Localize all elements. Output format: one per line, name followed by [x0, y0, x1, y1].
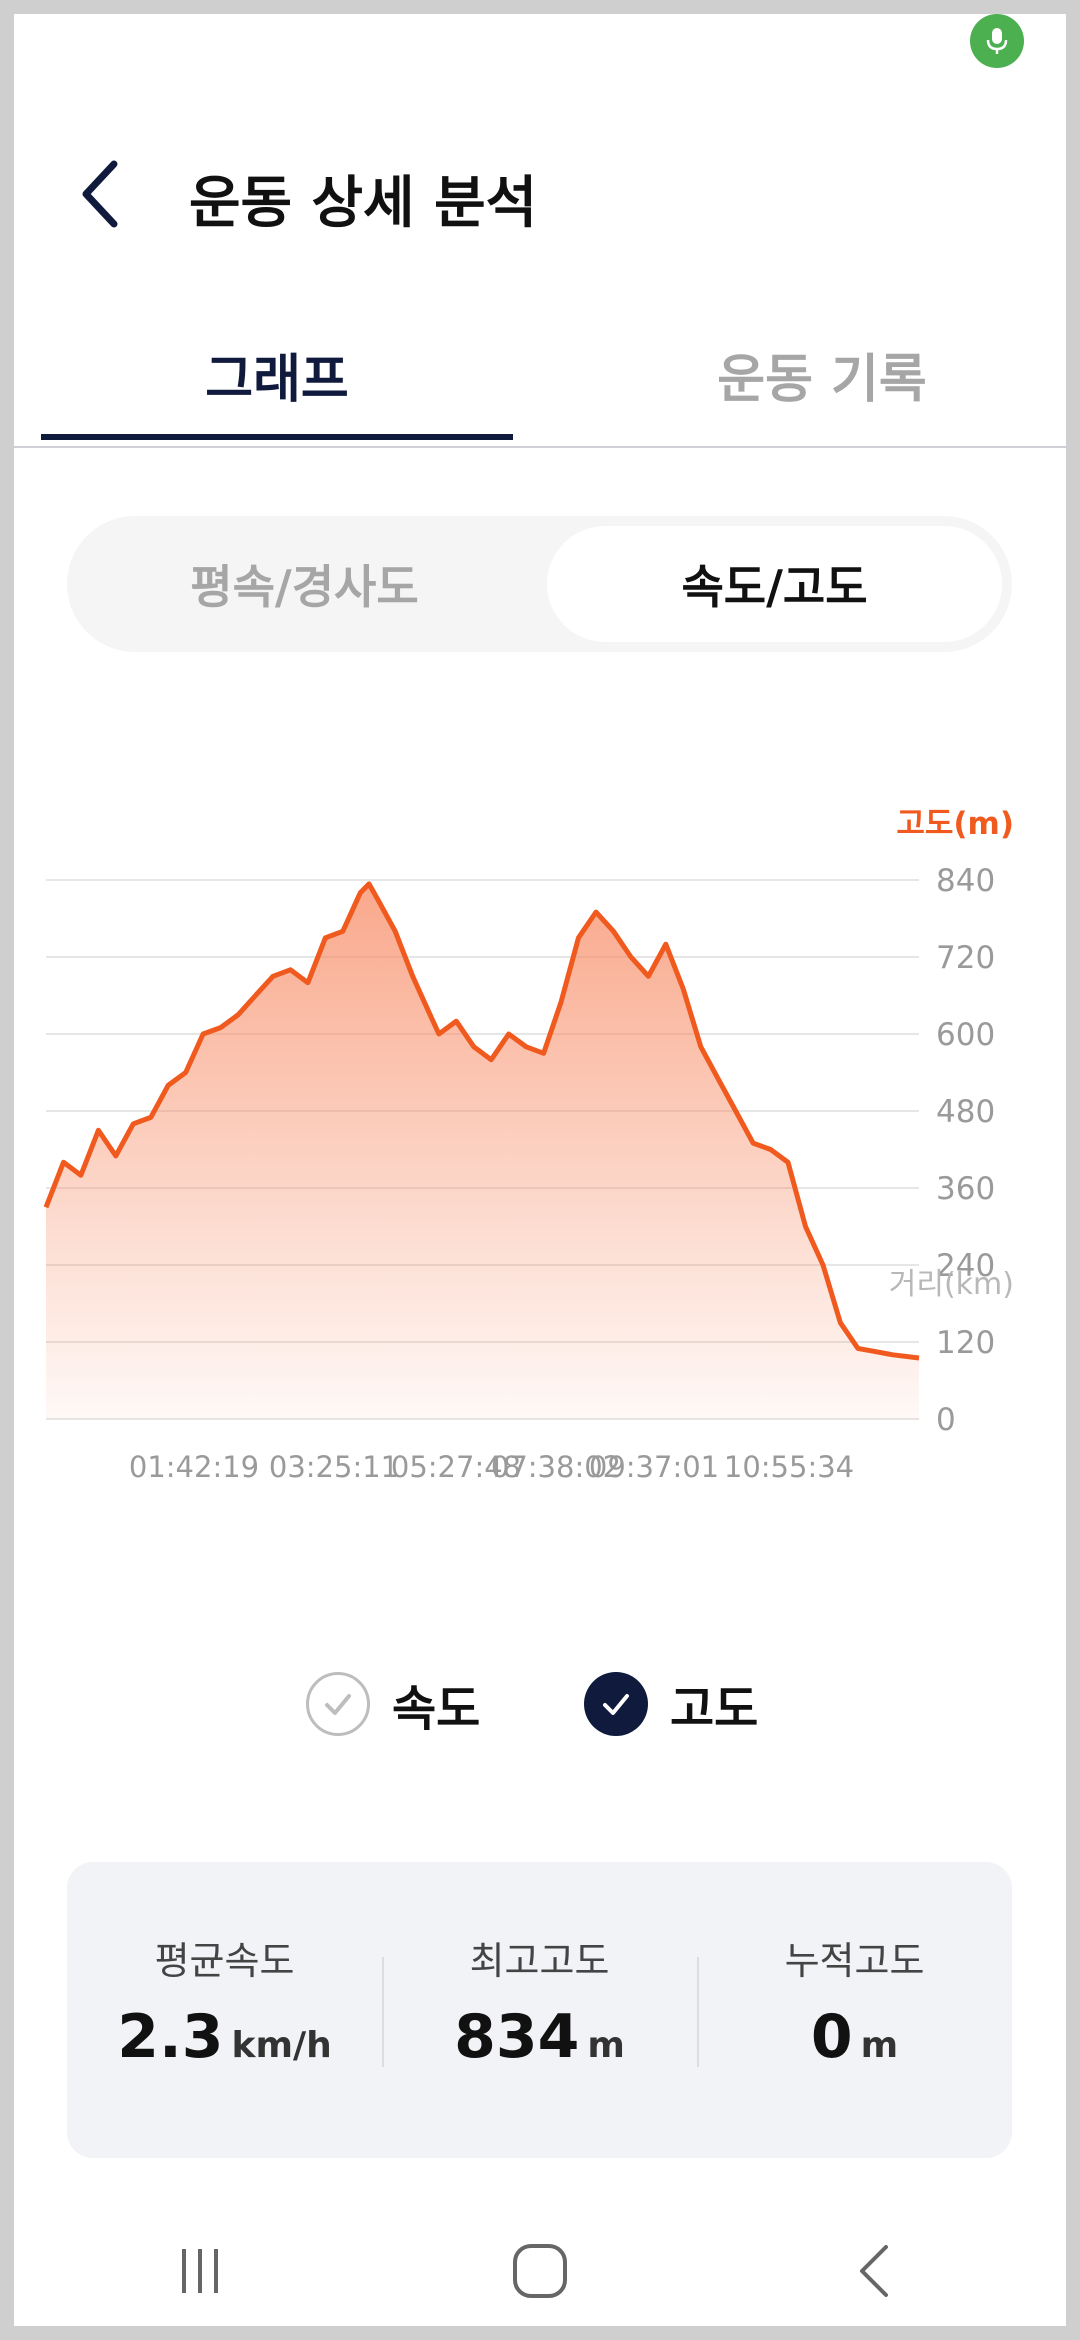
- stat-value: 0: [810, 2002, 853, 2072]
- stat-unit: m: [860, 2025, 899, 2066]
- home-icon: [513, 2244, 567, 2298]
- stat-divider: [697, 1957, 699, 2067]
- unchecked-circle-icon: [306, 1672, 370, 1736]
- legend-altitude-toggle[interactable]: 고도: [584, 1664, 758, 1744]
- segment-speed-altitude[interactable]: 속도/고도: [547, 526, 1002, 642]
- altitude-line: [43, 881, 920, 1361]
- stat-avg-speed: 평균속도 2.3 km/h: [67, 1862, 382, 2158]
- x-tick-label: 03:25:11: [269, 1450, 399, 1484]
- stat-unit: m: [587, 2025, 625, 2066]
- altitude-area: [46, 883, 919, 1419]
- stat-label: 최고고도: [469, 1939, 610, 1983]
- y-tick-label: 240: [936, 1248, 995, 1284]
- y-tick-label: 720: [936, 940, 995, 976]
- stat-value: 834: [454, 2002, 580, 2072]
- x-tick-label: 07:38:02: [491, 1450, 621, 1484]
- legend-speed-toggle[interactable]: 속도: [306, 1664, 480, 1744]
- y-tick-label: 0: [936, 1402, 956, 1438]
- y-axis-label: 고도(m): [896, 806, 1014, 842]
- y-tick-label: 600: [936, 1017, 995, 1053]
- y-tick-label: 360: [936, 1171, 995, 1207]
- microphone-indicator-icon: [970, 14, 1024, 68]
- tab-bar: 그래프 운동 기록: [14, 304, 1066, 454]
- page-title: 운동 상세 분석: [189, 171, 538, 236]
- legend-speed-label: 속도: [392, 1681, 481, 1737]
- system-navigation-bar: [14, 2214, 1066, 2326]
- x-tick-label: 01:42:19: [129, 1450, 259, 1484]
- y-tick-label: 840: [936, 863, 995, 899]
- stat-divider: [382, 1957, 384, 2067]
- graph-type-segment: 평속/경사도 속도/고도: [67, 516, 1012, 652]
- x-tick-label: 09:37:01: [589, 1450, 719, 1484]
- y-tick-label: 120: [936, 1325, 995, 1361]
- tab-exercise-record[interactable]: 운동 기록: [717, 349, 927, 410]
- y-tick-label: 480: [936, 1094, 995, 1130]
- back-icon: [860, 2245, 888, 2297]
- legend-altitude-label: 고도: [670, 1681, 759, 1737]
- chart-legend: 속도 고도: [14, 1654, 1066, 1754]
- checked-circle-icon: [584, 1672, 648, 1736]
- stat-label: 평균속도: [154, 1939, 295, 1983]
- header: 운동 상세 분석: [14, 114, 1066, 264]
- x-axis-label: 거리(km): [889, 1267, 1014, 1302]
- stat-unit: km/h: [231, 2025, 332, 2066]
- stat-max-altitude: 최고고도 834 m: [382, 1862, 697, 2158]
- system-back-button[interactable]: [826, 2236, 926, 2306]
- recent-apps-button[interactable]: [150, 2236, 250, 2306]
- tab-active-indicator: [41, 434, 513, 440]
- recent-apps-icon: [182, 2249, 218, 2293]
- x-tick-label: 10:55:34: [724, 1450, 854, 1484]
- segment-avg-speed-slope[interactable]: 평속/경사도: [190, 560, 419, 614]
- chevron-left-icon: [82, 160, 118, 228]
- stat-value: 2.3: [117, 2002, 224, 2072]
- tab-graph[interactable]: 그래프: [205, 349, 349, 410]
- x-tick-label: 05:27:48: [391, 1450, 521, 1484]
- screen: 운동 상세 분석 그래프 운동 기록 평속/경사도 속도/고도 0 120 240 3…: [14, 14, 1066, 2326]
- home-button[interactable]: [490, 2236, 590, 2306]
- stat-label: 누적고도: [784, 1939, 925, 1983]
- back-button[interactable]: [74, 154, 134, 234]
- tab-divider: [14, 446, 1066, 448]
